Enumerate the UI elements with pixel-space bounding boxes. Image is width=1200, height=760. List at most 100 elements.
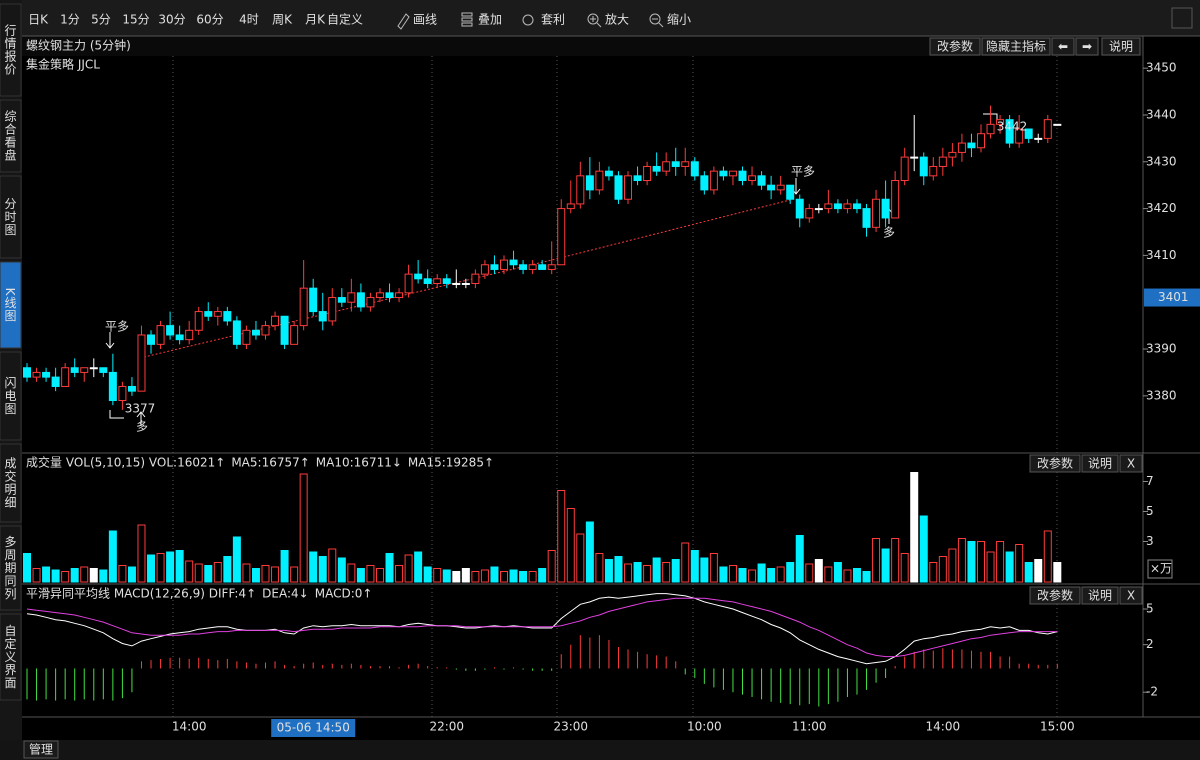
panel-button-label: ➡ xyxy=(1082,40,1092,54)
volume-bar xyxy=(204,565,213,583)
panel-button[interactable] xyxy=(1081,454,1119,473)
volume-bar xyxy=(1024,562,1033,583)
toolbar-button[interactable]: 4时 xyxy=(239,13,259,27)
indicator-header: MA15:19285↑ xyxy=(408,456,494,470)
volume-bar xyxy=(89,568,98,583)
panel-button[interactable] xyxy=(929,37,981,56)
volume-bar xyxy=(557,490,566,583)
x-tick-label: 23:00 xyxy=(553,720,588,734)
volume-bar xyxy=(872,538,881,583)
toolbar-button[interactable]: 叠加 xyxy=(478,13,502,27)
volume-bar xyxy=(528,571,537,583)
volume-bar xyxy=(80,566,89,583)
toolbar-button[interactable]: 缩小 xyxy=(667,12,691,27)
volume-bar xyxy=(127,566,136,583)
candle-body xyxy=(1034,137,1043,140)
panel-button-label: 隐藏主指标 xyxy=(986,39,1046,54)
candle-body xyxy=(519,264,528,270)
candle-body xyxy=(671,161,680,167)
panel-button-label: 说明 xyxy=(1088,456,1112,471)
candle-body xyxy=(557,208,566,266)
manage-button[interactable] xyxy=(23,740,59,759)
toolbar-button[interactable]: 60分 xyxy=(196,13,223,27)
volume-bar xyxy=(585,521,594,583)
candle-body xyxy=(385,292,394,299)
toolbar-button[interactable]: 30分 xyxy=(158,13,185,27)
y-tick-label: 7 xyxy=(1146,474,1154,488)
dea-line xyxy=(26,597,1058,658)
toolbar-button[interactable]: 画线 xyxy=(413,13,437,27)
panel-button[interactable] xyxy=(1029,586,1081,605)
candle-body xyxy=(490,264,499,270)
volume-bar xyxy=(299,473,308,583)
panel-button[interactable] xyxy=(1029,454,1081,473)
candle-body xyxy=(280,315,289,345)
candle-body xyxy=(824,203,833,210)
y-tick-label: 3450 xyxy=(1146,61,1177,75)
y-tick-label: 5 xyxy=(1146,602,1154,616)
candle-body xyxy=(986,123,995,135)
candle-body xyxy=(795,198,804,219)
panel-button[interactable] xyxy=(1119,586,1143,605)
volume-bar xyxy=(108,530,117,583)
sidebar-label: 闪电图 xyxy=(3,376,17,415)
y-tick-label: 3440 xyxy=(1146,107,1177,121)
volume-bar xyxy=(32,568,41,583)
panel-button[interactable] xyxy=(981,37,1051,56)
sidebar-tab[interactable] xyxy=(0,99,22,173)
y-tick-label: 3390 xyxy=(1146,342,1177,356)
candle-body xyxy=(261,325,270,336)
sidebar-tab[interactable] xyxy=(0,261,22,349)
candle-body xyxy=(89,367,98,370)
sidebar-tab[interactable] xyxy=(0,175,22,259)
sidebar-tab[interactable] xyxy=(0,351,22,441)
candle-body xyxy=(700,175,709,191)
candle-body xyxy=(509,259,518,266)
toolbar-button[interactable]: 自定义 xyxy=(327,12,363,27)
volume-bar xyxy=(480,569,489,583)
toolbar-button[interactable]: 月K xyxy=(305,13,326,27)
panel-button[interactable] xyxy=(1081,586,1119,605)
volume-bar xyxy=(948,548,957,583)
toolbar-button[interactable]: 日K xyxy=(28,13,49,27)
panel-button[interactable] xyxy=(1051,37,1075,56)
candle-body xyxy=(290,325,299,345)
sidebar-tab[interactable] xyxy=(0,3,22,97)
candle-body xyxy=(652,165,661,172)
candle-body xyxy=(1005,119,1014,144)
sidebar-tab[interactable] xyxy=(0,613,22,701)
volume-bar xyxy=(576,533,585,583)
panel-button[interactable] xyxy=(1101,37,1141,56)
volume-bar xyxy=(929,562,938,583)
volume-bar xyxy=(814,559,823,583)
panel-button[interactable] xyxy=(1119,454,1143,473)
candle-body xyxy=(32,371,41,378)
signal-annotation: 平多 xyxy=(791,165,815,179)
candle-body xyxy=(709,170,718,191)
sidebar-tab[interactable] xyxy=(0,443,22,523)
panel-button-label: 说明 xyxy=(1088,588,1112,603)
toolbar-button[interactable]: 1分 xyxy=(60,13,80,27)
candle-body xyxy=(1024,128,1033,139)
candle-body xyxy=(251,329,260,336)
candle-body xyxy=(347,292,356,303)
panel-button[interactable] xyxy=(1075,37,1099,56)
signal-annotation: 多 xyxy=(136,420,148,434)
candle-body xyxy=(528,264,537,270)
candle-body xyxy=(471,273,480,284)
toolbar-button[interactable]: 15分 xyxy=(122,13,149,27)
volume-bar xyxy=(652,557,661,583)
toolbar-button[interactable]: 周K xyxy=(272,13,293,27)
sidebar-label: 自定义界面 xyxy=(3,624,17,689)
x-tick-label: 14:00 xyxy=(926,720,961,734)
candle-body xyxy=(318,311,327,322)
candle-body xyxy=(204,311,213,317)
candle-body xyxy=(767,184,776,191)
volume-bar xyxy=(500,571,508,583)
candle-body xyxy=(585,175,594,191)
toolbar-button[interactable]: 放大 xyxy=(605,12,629,27)
sidebar-tab[interactable] xyxy=(0,525,22,611)
toolbar-button[interactable]: 5分 xyxy=(91,13,111,27)
window-button[interactable] xyxy=(1171,7,1193,29)
toolbar-button[interactable]: 套利 xyxy=(541,13,565,27)
